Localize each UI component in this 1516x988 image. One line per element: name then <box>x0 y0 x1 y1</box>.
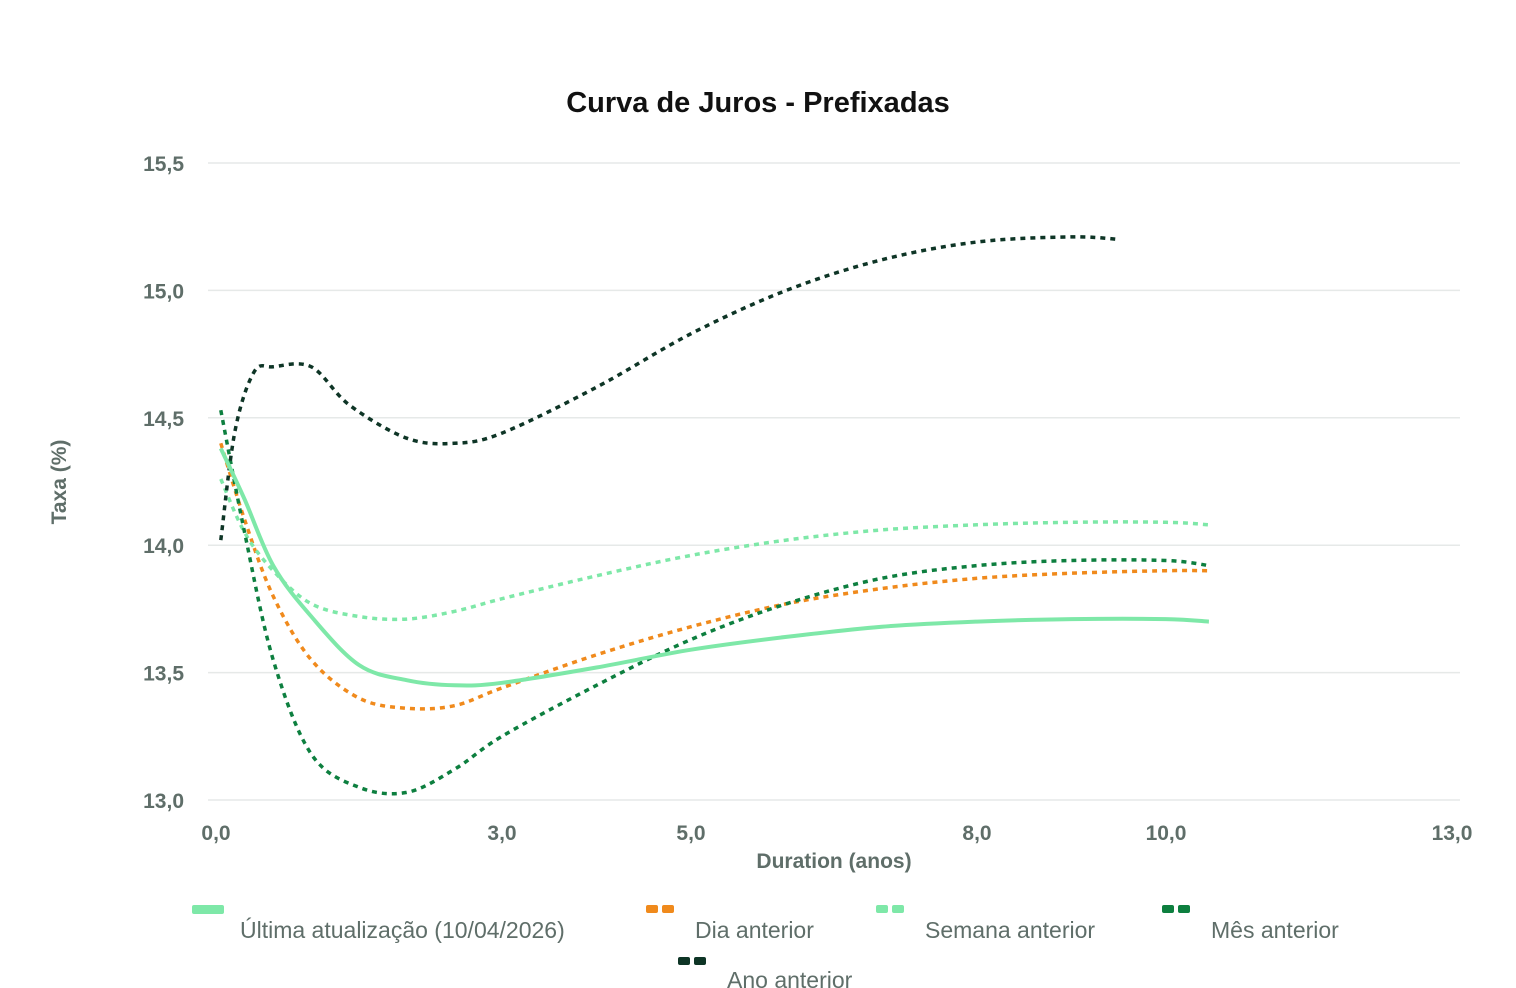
series-line-0 <box>218 447 1210 688</box>
x-tick-label: 10,0 <box>1146 822 1187 845</box>
y-tick-label: 14,5 <box>143 408 184 431</box>
legend-swatch-dot <box>1162 905 1174 913</box>
legend-swatch-dot <box>662 905 674 913</box>
y-axis-ticks: 13,0 13,5 14,0 14,5 15,0 15,5 <box>143 153 184 813</box>
x-tick-label: 13,0 <box>1432 822 1473 845</box>
legend-swatch-dot <box>876 905 888 913</box>
legend: Última atualização (10/04/2026) Dia anter… <box>192 905 1339 988</box>
legend-label: Ano anterior <box>727 967 853 988</box>
legend-item[interactable]: Ano anterior <box>678 957 853 988</box>
legend-item[interactable]: Mês anterior <box>1162 905 1339 943</box>
legend-item[interactable]: Última atualização (10/04/2026) <box>192 905 565 943</box>
chart-title: Curva de Juros - Prefixadas <box>566 87 950 119</box>
x-tick-label: 3,0 <box>487 822 516 845</box>
y-tick-label: 13,5 <box>143 663 184 686</box>
legend-swatch-dot <box>694 957 706 965</box>
series-line-1 <box>219 442 1209 711</box>
series-line-3 <box>219 409 1210 796</box>
legend-swatch-dot <box>646 905 658 913</box>
y-tick-label: 15,0 <box>143 280 184 303</box>
legend-label: Dia anterior <box>695 917 814 943</box>
x-tick-label: 8,0 <box>962 822 991 845</box>
x-tick-label: 0,0 <box>201 822 230 845</box>
y-tick-label: 14,0 <box>143 535 184 558</box>
grid-lines <box>208 162 1460 801</box>
legend-label: Última atualização (10/04/2026) <box>240 917 565 943</box>
x-axis-ticks: 0,0 3,0 5,0 8,0 10,0 13,0 <box>201 822 1472 845</box>
series-line-2 <box>219 478 1210 622</box>
legend-swatch-dot <box>892 905 904 913</box>
legend-item[interactable]: Semana anterior <box>876 905 1095 943</box>
y-tick-label: 13,0 <box>143 790 184 813</box>
x-axis-label: Duration (anos) <box>756 850 911 873</box>
legend-swatch-dot <box>678 957 690 965</box>
legend-swatch-solid <box>192 905 224 914</box>
legend-label: Semana anterior <box>925 917 1095 943</box>
legend-item[interactable]: Dia anterior <box>646 905 814 943</box>
y-axis-label: Taxa (%) <box>48 440 71 525</box>
x-tick-label: 5,0 <box>676 822 705 845</box>
series-lines <box>218 235 1210 796</box>
y-tick-label: 15,5 <box>143 153 184 176</box>
legend-label: Mês anterior <box>1211 917 1339 943</box>
legend-swatch-dot <box>1178 905 1190 913</box>
series-line-4 <box>219 235 1119 541</box>
